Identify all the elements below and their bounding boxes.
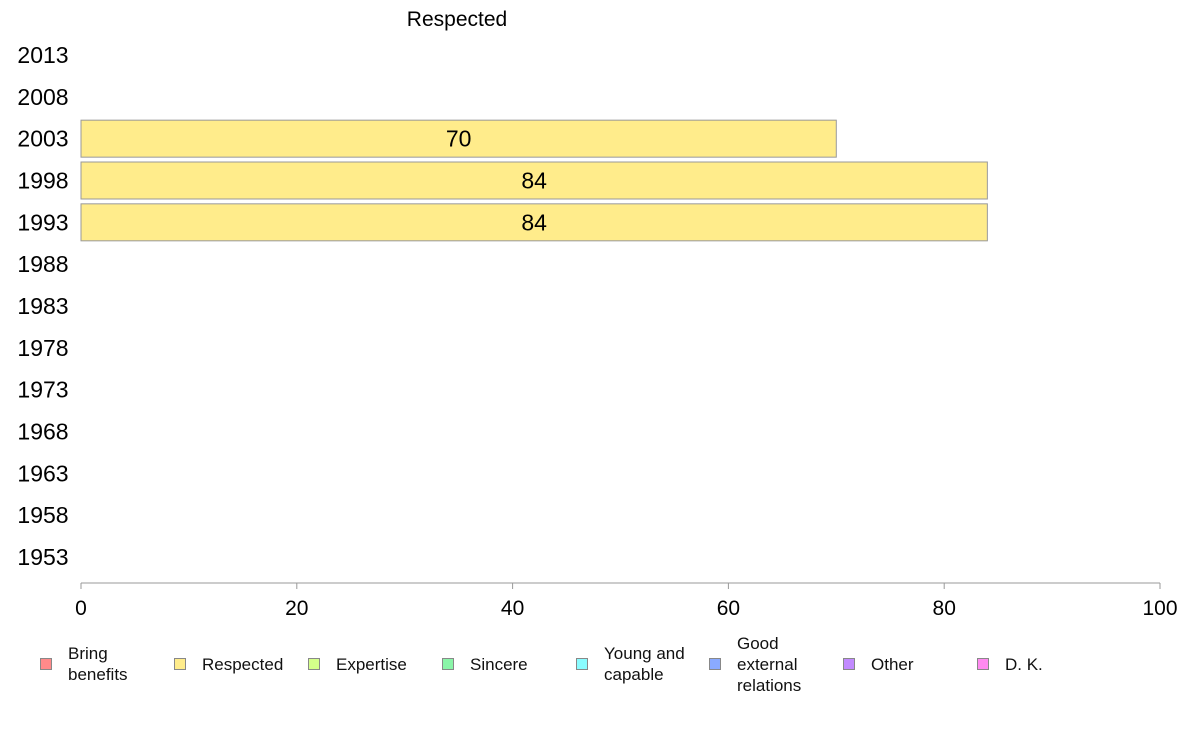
legend-label: Expertise bbox=[336, 654, 407, 674]
legend-swatch bbox=[40, 658, 52, 670]
legend-label: Young and capable bbox=[604, 644, 685, 684]
y-tick-label-1988: 1988 bbox=[17, 251, 68, 277]
data-label-1998: 84 bbox=[521, 168, 547, 194]
bar-chart: Respected 70 84 84 2013 2008 2003 1998 1993 198… bbox=[17, 8, 1178, 620]
bar-1998 bbox=[80, 161, 988, 200]
y-tick-label-1978: 1978 bbox=[17, 335, 68, 361]
legend-label: D. K. bbox=[1005, 654, 1043, 674]
legend-label: Bring benefits bbox=[68, 644, 128, 684]
legend-label: Other bbox=[871, 654, 914, 674]
x-axis: 0 20 40 60 80 100 bbox=[75, 582, 1178, 620]
legend-item: Other bbox=[843, 654, 914, 675]
y-tick-label-1958: 1958 bbox=[17, 502, 68, 528]
legend-item: Good external relations bbox=[709, 633, 801, 696]
x-tick-label-40: 40 bbox=[501, 597, 524, 620]
bars-group: 70 84 84 bbox=[80, 119, 988, 242]
x-tick-label-0: 0 bbox=[75, 597, 87, 620]
y-axis-labels: 2013 2008 2003 1998 1993 1988 1983 1978 1973 1968… bbox=[17, 42, 68, 570]
data-label-2003: 70 bbox=[446, 126, 472, 152]
legend-swatch bbox=[442, 658, 454, 670]
y-tick-label-2008: 2008 bbox=[17, 84, 68, 110]
chart-title: Respected bbox=[407, 8, 507, 31]
legend-item: Bring benefits bbox=[40, 643, 128, 685]
legend: Bring benefits Respected Expertise Sincere Y… bbox=[0, 630, 1188, 710]
legend-label: Respected bbox=[202, 654, 284, 674]
bar-2003 bbox=[80, 119, 837, 158]
legend-swatch bbox=[576, 658, 588, 670]
bar-1993 bbox=[80, 203, 988, 242]
y-tick-label-1953: 1953 bbox=[17, 544, 68, 570]
legend-label: Sincere bbox=[470, 654, 528, 674]
y-tick-label-1963: 1963 bbox=[17, 460, 68, 486]
legend-item: Sincere bbox=[442, 654, 528, 675]
y-tick-label-2003: 2003 bbox=[17, 126, 68, 152]
x-tick-label-20: 20 bbox=[285, 597, 308, 620]
legend-swatch bbox=[709, 658, 721, 670]
legend-swatch bbox=[843, 658, 855, 670]
y-tick-label-1973: 1973 bbox=[17, 377, 68, 403]
legend-item: Expertise bbox=[308, 654, 407, 675]
x-tick-label-60: 60 bbox=[717, 597, 740, 620]
legend-swatch bbox=[174, 658, 186, 670]
legend-item: D. K. bbox=[977, 654, 1043, 675]
legend-swatch bbox=[977, 658, 989, 670]
y-tick-label-1968: 1968 bbox=[17, 419, 68, 445]
y-tick-label-1983: 1983 bbox=[17, 293, 68, 319]
legend-label: Good external relations bbox=[737, 633, 802, 695]
x-tick-label-80: 80 bbox=[933, 597, 956, 620]
x-tick-label-100: 100 bbox=[1142, 597, 1177, 620]
y-tick-label-1998: 1998 bbox=[17, 168, 68, 194]
legend-item: Young and capable bbox=[576, 643, 685, 685]
legend-item: Respected bbox=[174, 654, 283, 675]
y-tick-label-1993: 1993 bbox=[17, 209, 68, 235]
y-tick-label-2013: 2013 bbox=[17, 42, 68, 68]
legend-swatch bbox=[308, 658, 320, 670]
data-label-1993: 84 bbox=[521, 209, 547, 235]
